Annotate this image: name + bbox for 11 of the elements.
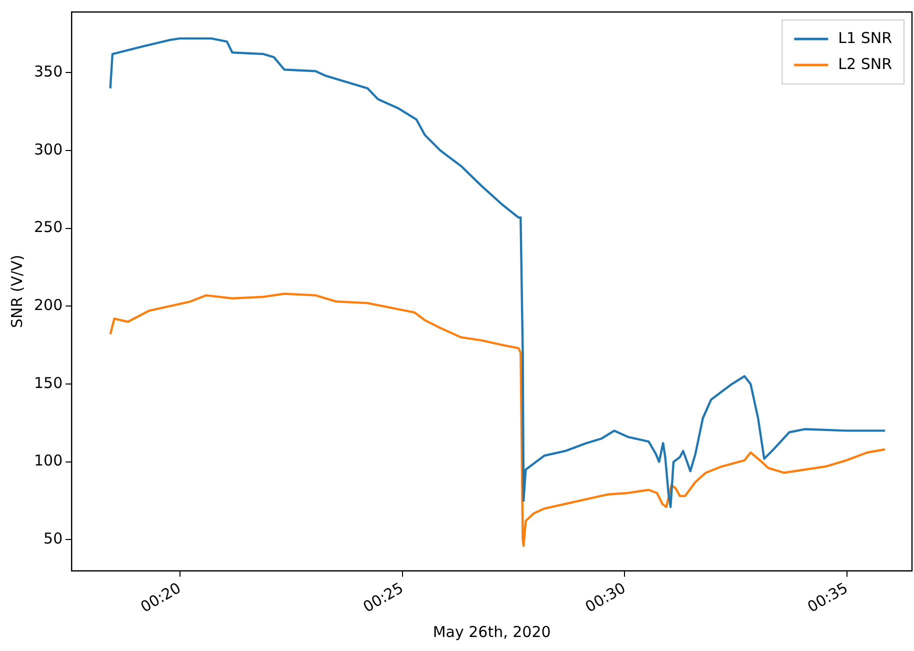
legend-label: L1 SNR [838,28,892,47]
y-tick-label: 250 [34,218,63,236]
legend-label: L2 SNR [838,54,892,73]
y-tick-label: 200 [34,296,63,314]
y-tick-label: 350 [34,62,63,81]
x-axis-title: May 26th, 2020 [432,622,551,641]
y-tick-label: 50 [44,530,63,548]
y-tick-label: 150 [34,374,63,392]
y-tick-label: 300 [34,140,63,158]
y-axis-title: SNR (V/V) [8,254,26,328]
y-tick-label: 100 [34,452,63,470]
